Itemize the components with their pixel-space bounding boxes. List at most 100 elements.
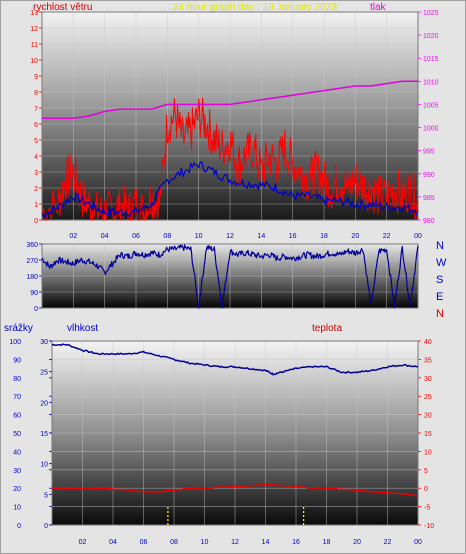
wind-grid — [42, 12, 418, 220]
temperature-tick: 0 — [424, 486, 428, 493]
humidity-axis: 0 5 10 15 20 25 30 — [40, 339, 52, 530]
compass-w: W — [436, 257, 447, 269]
x-tick-label: 00 — [414, 539, 422, 546]
direction-tick: 360 — [26, 242, 38, 249]
humidity-tick: 30 — [40, 339, 48, 346]
compass-n-top: N — [436, 240, 444, 252]
x-tick-label: 06 — [132, 233, 140, 240]
humidity-title: vlhkost — [67, 323, 98, 334]
humidity-tick: 15 — [40, 431, 48, 438]
x-tick-label: 04 — [101, 233, 109, 240]
x-tick-label: 18 — [323, 539, 331, 546]
pressure-tick: 985 — [423, 195, 435, 202]
rain-tick: 70 — [13, 394, 21, 401]
x-tick-label: 08 — [163, 233, 171, 240]
pressure-axis: 980 985 990 995 1000 1005 1010 1015 1020 1025 — [418, 10, 439, 225]
wind-average-line — [41, 161, 419, 218]
humidity-line — [51, 343, 419, 376]
graph-title: 24 hour graph day : 19 January 2023 — [173, 2, 337, 13]
temperature-tick: 35 — [424, 357, 432, 364]
wind-speed-tick: 2 — [34, 186, 38, 193]
rain-title: srážky — [4, 323, 33, 334]
compass-n-bottom: N — [436, 308, 444, 320]
compass-e: E — [436, 291, 443, 303]
rain-tick: 80 — [13, 376, 21, 383]
temperature-axis: -10 -5 0 5 10 15 20 25 30 35 40 — [418, 339, 434, 530]
wind-speed-tick: 12 — [30, 26, 38, 33]
direction-tick: 0 — [34, 306, 38, 313]
pressure-tick: 1010 — [423, 79, 439, 86]
x-tick-label: 16 — [289, 233, 297, 240]
wind-speed-tick: 3 — [34, 170, 38, 177]
rain-tick: 0 — [17, 523, 21, 530]
wind-speed-tick: 4 — [34, 154, 38, 161]
humidity-grid — [52, 341, 418, 525]
x-tick-label: 02 — [79, 539, 87, 546]
pressure-tick: 995 — [423, 149, 435, 156]
rain-tick: 50 — [13, 431, 21, 438]
wind-speed-tick: 10 — [30, 58, 38, 65]
x-tick-label: 20 — [351, 233, 359, 240]
x-tick-label: 08 — [170, 539, 178, 546]
pressure-tick: 980 — [423, 218, 435, 225]
rain-tick: 100 — [9, 339, 21, 346]
rain-tick: 30 — [13, 468, 21, 475]
wind-speed-tick: 8 — [34, 90, 38, 97]
temperature-title: teplota — [312, 323, 342, 334]
x-tick-label: 00 — [414, 233, 422, 240]
compass-s: S — [436, 274, 443, 286]
x-tick-label: 22 — [383, 233, 391, 240]
wind-series — [41, 80, 419, 221]
temperature-tick: -5 — [424, 505, 430, 512]
direction-tick: 180 — [26, 274, 38, 281]
pressure-tick: 1000 — [423, 126, 439, 133]
temperature-tick: 20 — [424, 413, 432, 420]
pressure-tick: 1015 — [423, 56, 439, 63]
compass-labels: N W S E N — [436, 240, 447, 320]
humidity-tick: 25 — [40, 370, 48, 377]
direction-tick: 90 — [30, 290, 38, 297]
pressure-tick: 1025 — [423, 10, 439, 17]
wind-speed-tick: 1 — [34, 202, 38, 209]
temperature-line — [52, 483, 419, 497]
x-tick-label: 16 — [292, 539, 300, 546]
pressure-tick: 1020 — [423, 33, 439, 40]
direction-tick: 270 — [26, 258, 38, 265]
x-tick-label: 12 — [226, 233, 234, 240]
temperature-tick: -10 — [424, 523, 434, 530]
temperature-tick: 40 — [424, 339, 432, 346]
rain-tick: 40 — [13, 449, 21, 456]
wind-speed-tick: 6 — [34, 122, 38, 129]
humidity-tick: 20 — [40, 400, 48, 407]
x-tick-label: 18 — [320, 233, 328, 240]
direction-axis: 0 90 180 270 360 — [26, 242, 42, 313]
pressure-tick: 1005 — [423, 102, 439, 109]
wind-speed-tick: 0 — [34, 218, 38, 225]
x-tick-label: 14 — [257, 233, 265, 240]
x-tick-label: 04 — [109, 539, 117, 546]
pressure-tick: 990 — [423, 172, 435, 179]
humidity-tick: 10 — [40, 462, 48, 469]
humidity-series — [51, 343, 419, 525]
temperature-tick: 5 — [424, 468, 428, 475]
temperature-tick: 10 — [424, 449, 432, 456]
wind-time-axis: 02 04 06 08 10 12 14 16 18 20 22 00 — [69, 233, 422, 240]
humidity-time-axis: 02 04 06 08 10 12 14 16 18 20 22 00 — [79, 539, 422, 546]
direction-line — [41, 244, 419, 309]
humidity-tick: 0 — [44, 523, 48, 530]
temperature-tick: 25 — [424, 394, 432, 401]
rain-tick: 90 — [13, 357, 21, 364]
rain-tick: 60 — [13, 413, 21, 420]
temperature-tick: 30 — [424, 376, 432, 383]
rain-tick: 20 — [13, 486, 21, 493]
wind-speed-tick: 11 — [31, 42, 38, 49]
x-tick-label: 10 — [201, 539, 209, 546]
wind-speed-tick: 5 — [34, 138, 38, 145]
pressure-line — [42, 80, 418, 120]
x-tick-label: 06 — [140, 539, 148, 546]
pressure-title: tlak — [370, 2, 387, 13]
wind-speed-line — [41, 97, 419, 221]
x-tick-label: 12 — [231, 539, 239, 546]
